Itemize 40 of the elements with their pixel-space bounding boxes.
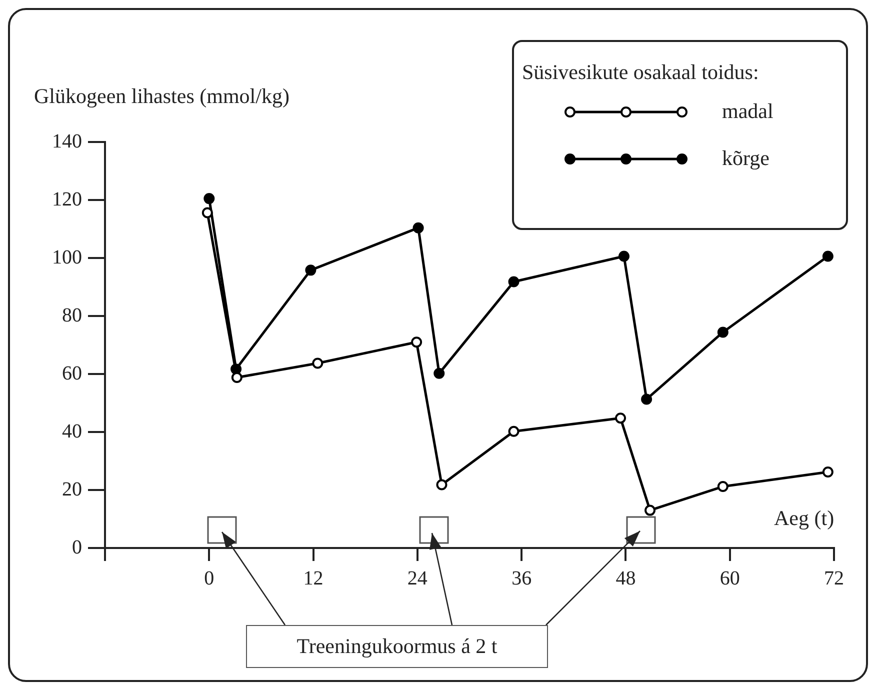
text: Treeningukoormus á 2 t [246, 625, 548, 668]
point [412, 222, 424, 234]
point [202, 207, 213, 218]
point [508, 276, 520, 288]
x-tick-label: 36 [512, 567, 532, 590]
y-tick-label: 60 [62, 362, 82, 384]
y-tick-label: 40 [62, 420, 82, 442]
y-tick-label: 140 [52, 130, 82, 152]
point [231, 372, 242, 383]
x-axis-title: Aeg (t) [774, 506, 834, 531]
y-axis-title: Glükogeen lihastes (mmol/kg) [34, 84, 290, 109]
x-tick-label: 24 [407, 567, 428, 590]
y-tick-label: 80 [62, 304, 82, 326]
point [717, 481, 728, 492]
point [644, 504, 656, 516]
x-tick-label: 60 [720, 567, 740, 590]
point [822, 466, 834, 478]
point [641, 394, 652, 405]
point [618, 250, 630, 262]
y-tick-label: 0 [72, 536, 82, 558]
legend-label: kõrge [722, 146, 770, 171]
point [434, 368, 445, 379]
point [305, 264, 316, 276]
x-tick-label: 48 [616, 567, 636, 590]
point [822, 250, 834, 262]
point [411, 336, 422, 348]
point [508, 426, 520, 437]
x-tick-label: 72 [824, 567, 844, 590]
legend-label: madal [722, 99, 774, 124]
point [204, 193, 215, 204]
point [312, 358, 324, 369]
point [615, 412, 626, 424]
x-tick-label: 0 [204, 567, 214, 590]
y-tick-label: 120 [52, 188, 82, 210]
x-tick-label: 12 [303, 567, 324, 590]
y-tick-label: 100 [52, 246, 82, 268]
legend-title: Süsivesikute osakaal toidus: [522, 60, 760, 85]
y-tick-label: 20 [62, 478, 82, 500]
point [717, 326, 728, 338]
point [436, 479, 448, 490]
